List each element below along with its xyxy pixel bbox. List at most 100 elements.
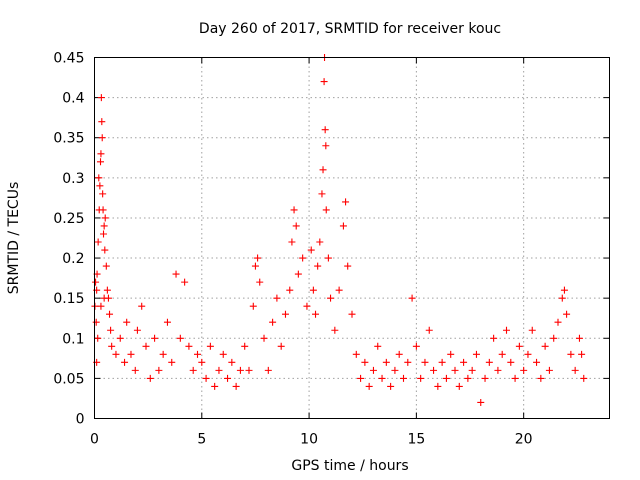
data-point (142, 342, 150, 350)
data-point (400, 374, 407, 382)
data-point (112, 350, 120, 358)
data-point (121, 358, 129, 366)
data-point (290, 206, 298, 214)
data-point (168, 358, 176, 366)
y-tick-label: 0.4 (62, 91, 84, 107)
data-point (99, 190, 107, 198)
data-point (116, 334, 124, 342)
data-point (299, 254, 307, 262)
data-point (138, 302, 146, 310)
data-point (342, 198, 350, 206)
data-point (251, 262, 259, 270)
data-point (365, 382, 373, 390)
plot-frame (94, 57, 610, 419)
data-point (319, 166, 327, 174)
data-point (434, 382, 442, 390)
data-point (269, 318, 277, 326)
data-point (155, 366, 163, 374)
y-tick-label: 0.3 (62, 171, 84, 187)
data-point (264, 366, 272, 374)
data-point (455, 382, 463, 390)
data-point (97, 158, 105, 166)
data-point (361, 358, 369, 366)
data-point (281, 310, 289, 318)
y-tick-label: 0 (76, 412, 85, 428)
data-point (533, 358, 541, 366)
data-point (578, 350, 586, 358)
data-point (425, 326, 433, 334)
data-point (288, 238, 296, 246)
data-point (571, 366, 579, 374)
x-tick-label: 5 (197, 432, 206, 448)
data-point (256, 278, 264, 286)
data-point (464, 374, 472, 382)
data-points (91, 54, 588, 406)
data-point (123, 318, 131, 326)
data-point (95, 174, 103, 182)
data-point (391, 366, 399, 374)
data-point (374, 342, 382, 350)
data-point (312, 310, 320, 318)
data-point (451, 366, 459, 374)
data-point (273, 294, 281, 302)
x-tick-label: 15 (407, 432, 425, 448)
data-point (316, 238, 324, 246)
data-point (307, 246, 315, 254)
data-point (408, 294, 416, 302)
data-point (108, 342, 116, 350)
data-point (189, 366, 197, 374)
data-point (481, 374, 489, 382)
data-point (176, 334, 184, 342)
data-point (181, 278, 189, 286)
data-point (477, 398, 485, 406)
data-point (151, 334, 159, 342)
data-point (98, 134, 106, 142)
data-point (352, 350, 360, 358)
data-point (101, 214, 109, 222)
data-point (100, 222, 108, 230)
data-point (97, 94, 105, 102)
x-tick-labels: 0 5 10 15 20 (90, 432, 533, 448)
data-point (236, 366, 244, 374)
data-point (224, 374, 232, 382)
y-tick-label: 0.15 (53, 291, 84, 307)
y-tick-label: 0.2 (62, 251, 84, 267)
data-point (103, 286, 111, 294)
data-point (232, 382, 240, 390)
data-point (241, 342, 249, 350)
data-point (249, 302, 257, 310)
data-point (378, 374, 386, 382)
data-point (292, 222, 300, 230)
data-point (97, 302, 105, 310)
data-point (172, 270, 180, 278)
data-point (98, 118, 106, 126)
data-point (550, 334, 558, 342)
data-point (321, 126, 329, 134)
data-point (438, 358, 446, 366)
data-point (567, 350, 575, 358)
data-point (294, 270, 302, 278)
data-point (133, 326, 141, 334)
data-point (101, 246, 109, 254)
data-point (412, 342, 420, 350)
data-point (320, 78, 328, 86)
data-point (94, 238, 102, 246)
data-point (421, 358, 429, 366)
data-point (303, 302, 311, 310)
data-point (563, 310, 571, 318)
data-point (102, 262, 110, 270)
data-point (503, 326, 510, 334)
data-point (369, 366, 377, 374)
data-point (404, 358, 412, 366)
data-point (339, 222, 347, 230)
data-point (541, 342, 549, 350)
data-point (277, 342, 285, 350)
data-point (528, 326, 536, 334)
data-point (106, 310, 114, 318)
data-point (387, 382, 395, 390)
y-tick-label: 0.25 (53, 211, 84, 227)
data-point (515, 342, 523, 350)
data-point (430, 366, 438, 374)
data-point (107, 326, 115, 334)
